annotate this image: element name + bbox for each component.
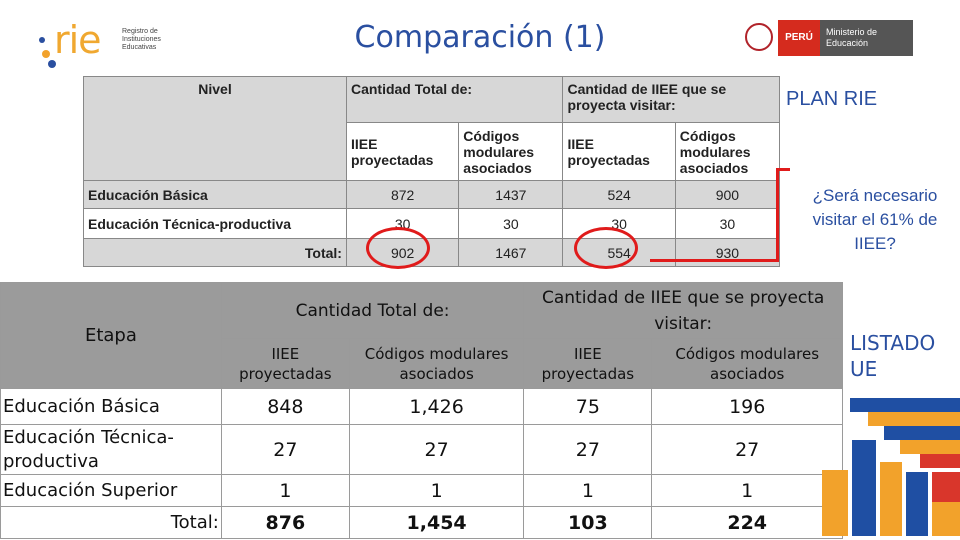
lower-sub-codigos-2: Códigos modulares asociados (651, 338, 843, 389)
lower-row-label: Educación Técnica-productiva (0, 424, 222, 475)
upper-cell: 30 (674, 208, 781, 239)
arrow-line (776, 168, 779, 262)
deco-block (850, 398, 960, 412)
lower-row-basica: Educación Básica 848 1,426 75 196 (0, 388, 843, 425)
upper-col-total: Cantidad Total de: (345, 76, 564, 123)
upper-cell: 30 (458, 208, 564, 239)
lower-col-total: Cantidad Total de: (220, 282, 525, 339)
upper-col-nivel: Nivel (83, 76, 347, 181)
lower-cell: 876 (220, 506, 350, 539)
logo-dots-icon (39, 37, 56, 68)
upper-subheader-row: IIEE proyectadas Códigos modulares asoci… (84, 122, 781, 181)
lower-cell: 103 (523, 506, 653, 539)
lower-cell: 27 (220, 424, 350, 475)
lower-cell: 1,426 (348, 388, 525, 425)
upper-cell: 1467 (458, 238, 564, 267)
deco-block (920, 454, 960, 468)
lower-row-label: Educación Básica (0, 388, 222, 425)
lower-cell: 75 (523, 388, 653, 425)
peru-label: PERÚ (778, 20, 820, 56)
highlight-circle-visit (574, 227, 638, 269)
lower-sub-iiee-2: IIEE proyectadas (523, 338, 653, 389)
plan-rie-label: PLAN RIE (786, 88, 878, 110)
deco-block (884, 426, 960, 440)
lower-row-tecnica: Educación Técnica-productiva 27 27 27 27 (0, 424, 843, 475)
deco-block (822, 470, 848, 536)
lower-cell: 27 (348, 424, 525, 475)
deco-block (852, 440, 876, 536)
deco-block (932, 472, 960, 502)
lower-row-label: Total: (0, 506, 222, 539)
upper-comparison-table: Nivel Cantidad Total de: Cantidad de IIE… (83, 76, 781, 267)
ministry-logo: PERÚ Ministerio de Educación (745, 20, 913, 56)
lower-cell: 1 (220, 474, 350, 507)
upper-cell: 900 (674, 180, 781, 209)
lower-sub-iiee: IIEE proyectadas (220, 338, 350, 389)
deco-block (880, 462, 902, 536)
upper-row-tecnica: Educación Técnica-productiva 30 30 30 30 (83, 208, 781, 239)
upper-col-visit: Cantidad de IIEE que se proyecta visitar… (562, 76, 780, 123)
upper-sub-codigos-2: Códigos modulares asociados (674, 122, 781, 181)
lower-cell: 1 (523, 474, 653, 507)
question-callout: ¿Será necesario visitar el 61% de IIEE? (812, 186, 938, 253)
lower-cell: 27 (651, 424, 843, 475)
lower-subheader-row: IIEE proyectadas Códigos modulares asoci… (1, 338, 843, 389)
lower-row-total: Total: 876 1,454 103 224 (0, 506, 843, 539)
upper-sub-iiee-2: IIEE proyectadas (562, 122, 676, 181)
highlight-circle-total (366, 227, 430, 269)
lower-comparison-table: Etapa Cantidad Total de: Cantidad de IIE… (0, 282, 843, 539)
logo-wordmark: rie (54, 18, 102, 62)
upper-sub-codigos: Códigos modulares asociados (458, 122, 564, 181)
upper-row-label: Total: (83, 238, 347, 267)
deco-block (900, 440, 960, 454)
deco-block (906, 472, 928, 536)
lower-cell: 27 (523, 424, 653, 475)
upper-cell: 1437 (458, 180, 564, 209)
logo-subtitle: Registro de Instituciones Educativas (122, 28, 161, 51)
lower-cell: 848 (220, 388, 350, 425)
lower-sub-codigos: Códigos modulares asociados (348, 338, 525, 389)
lower-cell: 1 (651, 474, 843, 507)
lower-header-row: Etapa Cantidad Total de: Cantidad de IIE… (0, 282, 843, 389)
lower-row-superior: Educación Superior 1 1 1 1 (0, 474, 843, 507)
lower-cell: 1 (348, 474, 525, 507)
ministry-label: Ministerio de Educación (820, 20, 913, 56)
upper-header-row: Nivel Cantidad Total de: Cantidad de IIE… (83, 76, 780, 181)
upper-row-total: Total: 902 1467 554 930 (83, 238, 781, 267)
lower-row-label: Educación Superior (0, 474, 222, 507)
upper-cell: 930 (674, 238, 781, 267)
upper-row-basica: Educación Básica 872 1437 524 900 (83, 180, 781, 209)
page-title: Comparación (1) (354, 20, 606, 55)
listado-ue-label: LISTADO UE (850, 331, 936, 381)
upper-row-label: Educación Técnica-productiva (83, 208, 347, 239)
upper-cell: 872 (345, 180, 460, 209)
arrow-line (650, 259, 778, 262)
lower-col-visit: Cantidad de IIEE que se proyecta visitar… (523, 282, 843, 339)
upper-sub-iiee: IIEE proyectadas (345, 122, 460, 181)
upper-cell: 524 (562, 180, 676, 209)
lower-cell: 196 (651, 388, 843, 425)
deco-block (868, 412, 960, 426)
lower-cell: 224 (651, 506, 843, 539)
arrow-line (776, 168, 790, 171)
lower-col-etapa: Etapa (0, 282, 222, 389)
lower-cell: 1,454 (348, 506, 525, 539)
deco-block (932, 502, 960, 536)
upper-row-label: Educación Básica (83, 180, 347, 209)
peru-seal-icon (745, 23, 773, 51)
rie-logo: rie Registro de Instituciones Educativas (36, 18, 176, 68)
